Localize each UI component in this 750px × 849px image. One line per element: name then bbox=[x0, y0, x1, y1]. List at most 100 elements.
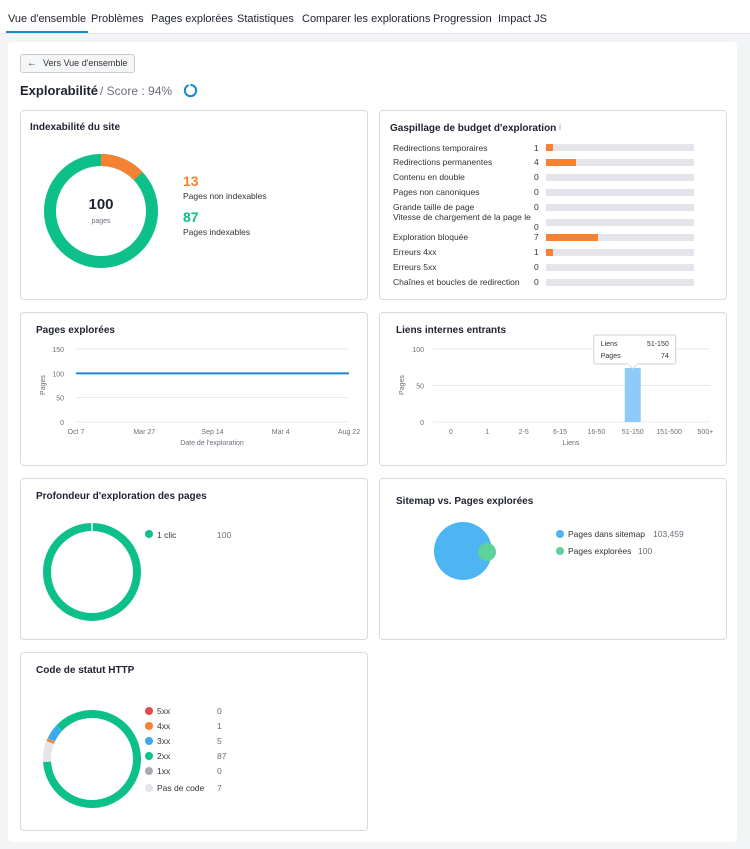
indexability-title: Indexabilité du site bbox=[30, 122, 121, 133]
budget-row-bar-fill bbox=[546, 234, 598, 241]
tab-statistics[interactable]: Statistiques bbox=[237, 13, 294, 25]
internal-links-card: Liens internes entrants 100 50 0 0 1 2-5 6-15 1… bbox=[379, 312, 727, 466]
non-indexable-count: 13 bbox=[183, 173, 199, 189]
legend-value-1-click: 100 bbox=[217, 530, 232, 540]
legend-dot bbox=[145, 752, 153, 760]
budget-row-label: Exploration bloquée bbox=[393, 232, 469, 242]
x-tick-label: 6-15 bbox=[553, 429, 567, 436]
crawl-depth-title: Profondeur d'exploration des pages bbox=[36, 491, 207, 502]
page-title: Explorabilité bbox=[20, 83, 99, 98]
y-tick-label: 50 bbox=[56, 396, 64, 403]
bar[interactable] bbox=[624, 367, 641, 422]
tab-js-impact[interactable]: Impact JS bbox=[498, 13, 547, 25]
sitemap-venn bbox=[434, 522, 496, 580]
tab-compare-crawls[interactable]: Comparer les explorations bbox=[302, 13, 431, 25]
y-tick-label: 100 bbox=[412, 347, 424, 354]
x-tick-label: 500+ bbox=[698, 429, 714, 436]
indexability-card: Indexabilité du site 100 pages 13 Pages … bbox=[20, 110, 368, 300]
budget-row-bar bbox=[546, 219, 694, 226]
legend-label-sitemap: Pages dans sitemap bbox=[568, 529, 646, 539]
budget-row-bar bbox=[546, 159, 694, 166]
crawled-circle bbox=[478, 543, 496, 561]
budget-row-value: 0 bbox=[534, 222, 539, 232]
budget-row-label: Redirections temporaires bbox=[393, 143, 488, 153]
score-ring-icon bbox=[183, 83, 198, 98]
x-tick-label: 51-150 bbox=[622, 429, 644, 436]
http-segment-4xx bbox=[42, 710, 141, 808]
y-tick-label: 0 bbox=[60, 420, 64, 427]
tooltip-value-links: 51-150 bbox=[647, 341, 669, 348]
legend-value: 5 bbox=[217, 736, 222, 746]
legend-dot bbox=[145, 722, 153, 730]
indexable-count: 87 bbox=[183, 209, 199, 225]
x-tick-label: Oct 7 bbox=[68, 429, 85, 436]
donut-non-indexable-segment bbox=[44, 154, 158, 268]
budget-row-value: 0 bbox=[534, 277, 539, 287]
legend-label: 4xx bbox=[157, 721, 171, 731]
x-axis-label: Liens bbox=[563, 440, 580, 447]
score-label: / Score : 94% bbox=[100, 84, 173, 98]
http-segment-3xx bbox=[43, 710, 141, 808]
y-axis-label: Pages bbox=[399, 375, 406, 395]
tab-issues[interactable]: Problèmes bbox=[91, 13, 144, 25]
budget-row-label: Chaînes et boucles de redirection bbox=[393, 277, 520, 287]
tooltip-key-links: Liens bbox=[601, 341, 618, 348]
y-tick-label: 150 bbox=[52, 347, 64, 354]
legend-dot bbox=[145, 767, 153, 775]
legend-value: 87 bbox=[217, 751, 227, 761]
x-axis-label: Date de l'exploration bbox=[180, 440, 244, 447]
tooltip-value-pages: 74 bbox=[661, 353, 669, 360]
legend-value: 0 bbox=[217, 706, 222, 716]
sitemap-vs-crawled-title: Sitemap vs. Pages explorées bbox=[396, 496, 534, 507]
tab-progress[interactable]: Progression bbox=[433, 13, 492, 25]
crawl-depth-donut bbox=[43, 522, 141, 621]
y-tick-label: 50 bbox=[416, 384, 424, 391]
crawled-pages-card: Pages explorées 150 100 50 0 Oct 7 Mar 27 Sep … bbox=[20, 312, 368, 466]
budget-row-bar bbox=[546, 279, 694, 286]
x-tick-label: 16-50 bbox=[587, 429, 605, 436]
http-status-donut bbox=[42, 710, 141, 808]
budget-row-value: 1 bbox=[534, 143, 539, 153]
legend-label-1-click: 1 clic bbox=[157, 530, 177, 540]
crawled-pages-title: Pages explorées bbox=[36, 325, 115, 336]
budget-row-label: Pages non canoniques bbox=[393, 187, 480, 197]
x-tick-label: 1 bbox=[485, 429, 489, 436]
budget-row-value: 0 bbox=[534, 172, 539, 182]
budget-row-bar bbox=[546, 189, 694, 196]
internal-links-title: Liens internes entrants bbox=[396, 325, 507, 336]
budget-row-bar bbox=[546, 204, 694, 211]
legend-dot-sitemap bbox=[556, 530, 564, 538]
tab-crawled-pages[interactable]: Pages explorées bbox=[151, 13, 233, 25]
budget-row-bar bbox=[546, 234, 694, 241]
sitemap-vs-crawled-card: Sitemap vs. Pages explorées Pages dans s… bbox=[379, 478, 727, 640]
budget-row-label: Erreurs 4xx bbox=[393, 247, 437, 257]
budget-row-bar bbox=[546, 249, 694, 256]
bar-tooltip: Liens 51-150 Pages 74 bbox=[593, 334, 677, 370]
non-indexable-label: Pages non indexables bbox=[183, 191, 267, 201]
legend-dot bbox=[145, 707, 153, 715]
back-button-label: Vers Vue d'ensemble bbox=[43, 58, 128, 68]
http-segment-pas-de-code bbox=[43, 710, 141, 808]
donut-total: 100 bbox=[88, 196, 113, 213]
y-axis-label: Pages bbox=[40, 375, 47, 395]
back-to-overview-button[interactable]: ← Vers Vue d'ensemble bbox=[20, 54, 136, 73]
budget-row-bar bbox=[546, 174, 694, 181]
budget-row-value: 0 bbox=[534, 262, 539, 272]
budget-row-label: Redirections permanentes bbox=[393, 157, 493, 167]
x-tick-label: 151-500 bbox=[656, 429, 682, 436]
budget-row-value: 7 bbox=[534, 232, 539, 242]
http-status-card: Code de statut HTTP 5xx 0 4xx 1 3xx 5 2xx 87 1xx… bbox=[20, 652, 368, 831]
budget-row-bar-fill bbox=[546, 249, 554, 256]
tab-overview[interactable]: Vue d'ensemble bbox=[5, 13, 89, 33]
crawled-pages-chart: 150 100 50 0 Oct 7 Mar 27 Sep 14 Mar 4 Aug 22 Dat… bbox=[40, 347, 360, 447]
y-tick-label: 100 bbox=[52, 371, 64, 378]
budget-row-label: Contenu en double bbox=[393, 172, 465, 182]
info-icon[interactable]: i bbox=[559, 122, 561, 132]
tooltip-key-pages: Pages bbox=[601, 353, 621, 360]
budget-row-value: 4 bbox=[534, 157, 539, 167]
budget-row-label: Erreurs 5xx bbox=[393, 262, 437, 272]
http-segment-2xx bbox=[43, 710, 141, 808]
crawl-depth-card: Profondeur d'exploration des pages 1 cli… bbox=[20, 478, 368, 640]
x-tick-label: 0 bbox=[449, 429, 453, 436]
legend-value: 7 bbox=[217, 783, 222, 793]
